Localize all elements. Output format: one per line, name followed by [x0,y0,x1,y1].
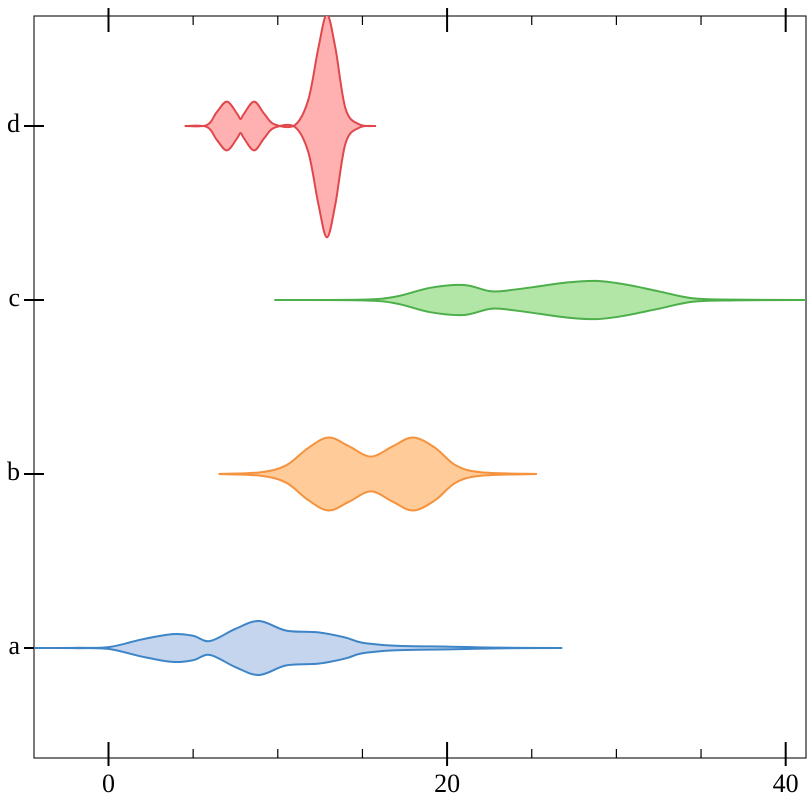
y-tick-label: b [7,457,20,486]
violin-outline [218,436,537,475]
y-tick-label: d [7,109,20,138]
violin-outline [34,620,563,649]
violin-outline [184,123,377,239]
x-tick-label: 0 [102,769,115,798]
violin-fill [34,648,563,675]
y-tick-label: a [8,631,20,660]
violin-fill [274,299,806,320]
violin-fill [34,621,563,648]
violin-outline [274,279,806,302]
violin-outline [218,473,537,512]
y-tick-label: c [8,283,20,312]
plot-frame [33,15,807,759]
x-tick-label: 20 [434,769,460,798]
violin-fill [184,124,376,238]
violin-outline [184,16,377,129]
violin-fill [184,16,376,128]
violin-outline [34,647,563,676]
x-tick-label: 40 [773,769,799,798]
violin-fill [274,280,806,301]
violin-outline [274,298,806,321]
